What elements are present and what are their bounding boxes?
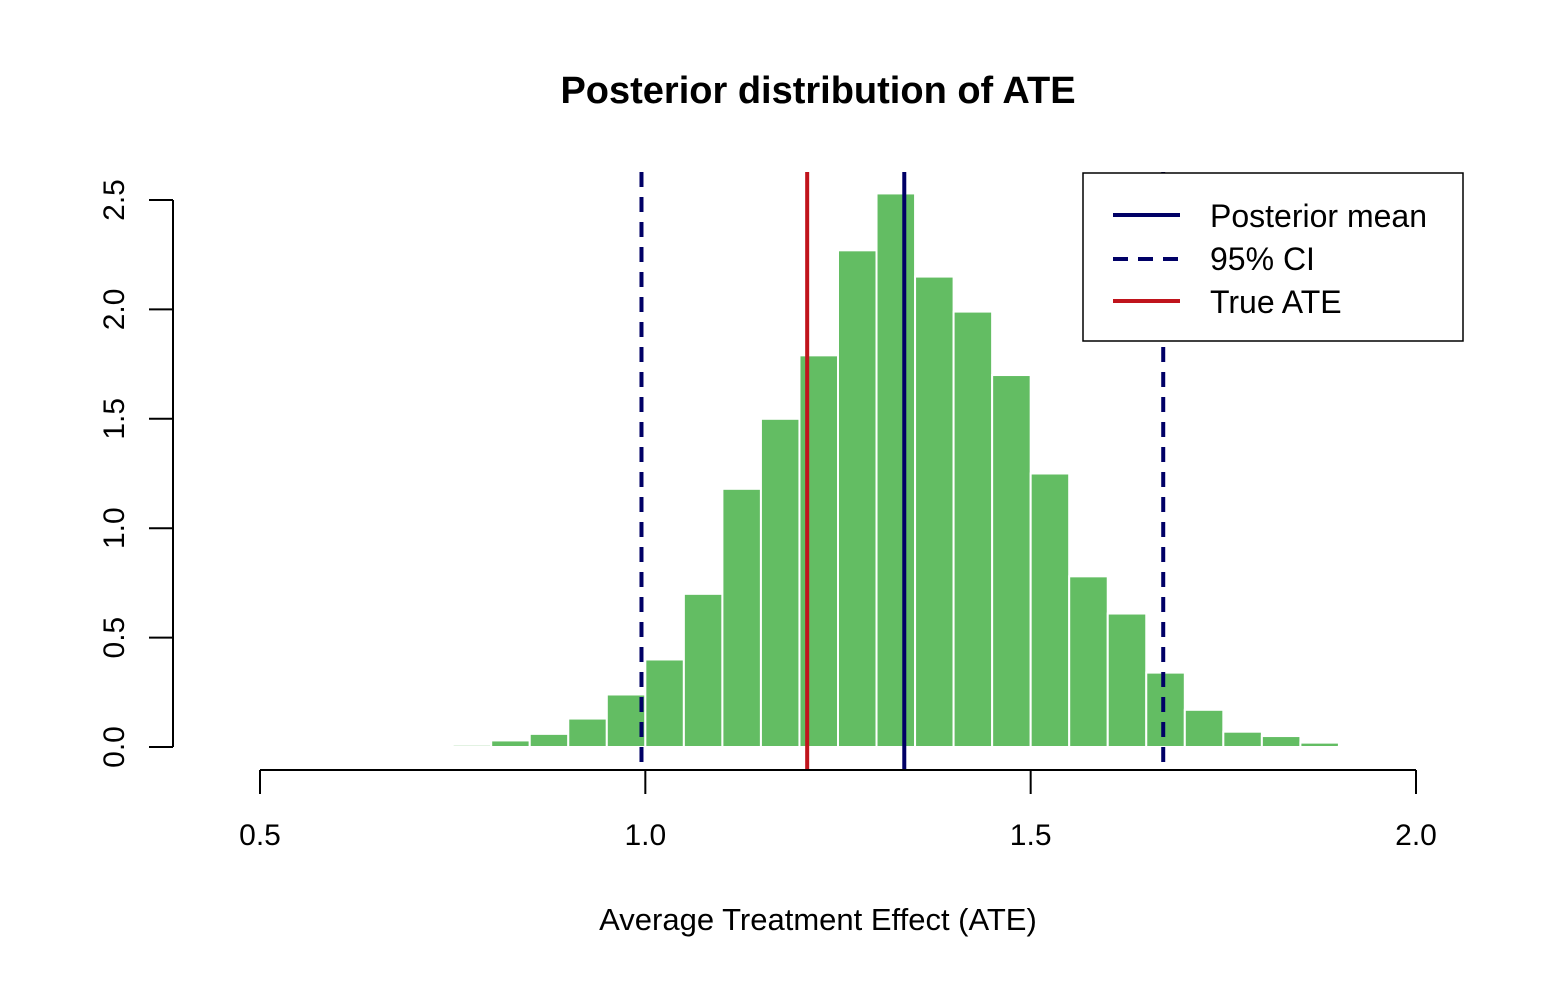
y-tick-label: 2.5: [98, 179, 131, 221]
histogram-bar: [490, 739, 531, 748]
histogram-bar: [1029, 472, 1071, 748]
x-axis-label: Average Treatment Effect (ATE): [599, 902, 1037, 937]
histogram-bar: [528, 732, 570, 749]
histogram-bar: [1299, 741, 1340, 749]
legend-label-posterior-mean: Posterior mean: [1210, 198, 1427, 234]
x-tick-label: 0.5: [239, 819, 281, 852]
histogram-bar: [952, 310, 994, 748]
histogram-bar: [1337, 744, 1379, 749]
histogram-bar: [1260, 735, 1302, 748]
legend: Posterior mean 95% CI True ATE: [1082, 172, 1464, 342]
histogram-bar: [451, 743, 493, 749]
histogram-bar: [837, 249, 878, 748]
y-tick-label: 0.5: [98, 617, 131, 659]
chart-title: Posterior distribution of ATE: [560, 70, 1075, 112]
x-tick-label: 1.0: [624, 819, 666, 852]
histogram-bar: [644, 658, 685, 748]
histogram-bar: [721, 487, 762, 748]
y-axis: 0.0 0.5 1.0 1.5 2.0 2.5: [98, 179, 174, 768]
histogram-bar: [875, 192, 917, 749]
x-axis: 0.5 1.0 1.5 2.0: [239, 769, 1437, 852]
y-tick-label: 0.0: [98, 726, 131, 768]
histogram-bars: [413, 192, 1379, 749]
x-tick-label: 1.5: [1010, 819, 1052, 852]
legend-label-true-ate: True ATE: [1210, 284, 1342, 320]
y-tick-label: 2.0: [98, 289, 131, 331]
reference-lines: [639, 172, 1166, 770]
histogram-bar: [567, 717, 608, 749]
histogram-bar: [759, 417, 801, 748]
y-tick-label: 1.0: [98, 507, 131, 549]
histogram-bar: [1222, 730, 1263, 749]
histogram-bar: [605, 693, 647, 748]
histogram-bar: [682, 592, 724, 749]
y-tick-label: 1.5: [98, 398, 131, 440]
histogram-bar: [1145, 671, 1186, 748]
histogram-bar: [413, 744, 454, 749]
x-tick-label: 2.0: [1395, 819, 1437, 852]
histogram-bar: [1183, 708, 1225, 749]
histogram-bar: [1106, 612, 1148, 748]
legend-label-95-ci: 95% CI: [1210, 241, 1315, 277]
histogram-bar: [914, 275, 955, 748]
histogram-bar: [991, 374, 1032, 748]
histogram-bar: [1068, 575, 1109, 748]
